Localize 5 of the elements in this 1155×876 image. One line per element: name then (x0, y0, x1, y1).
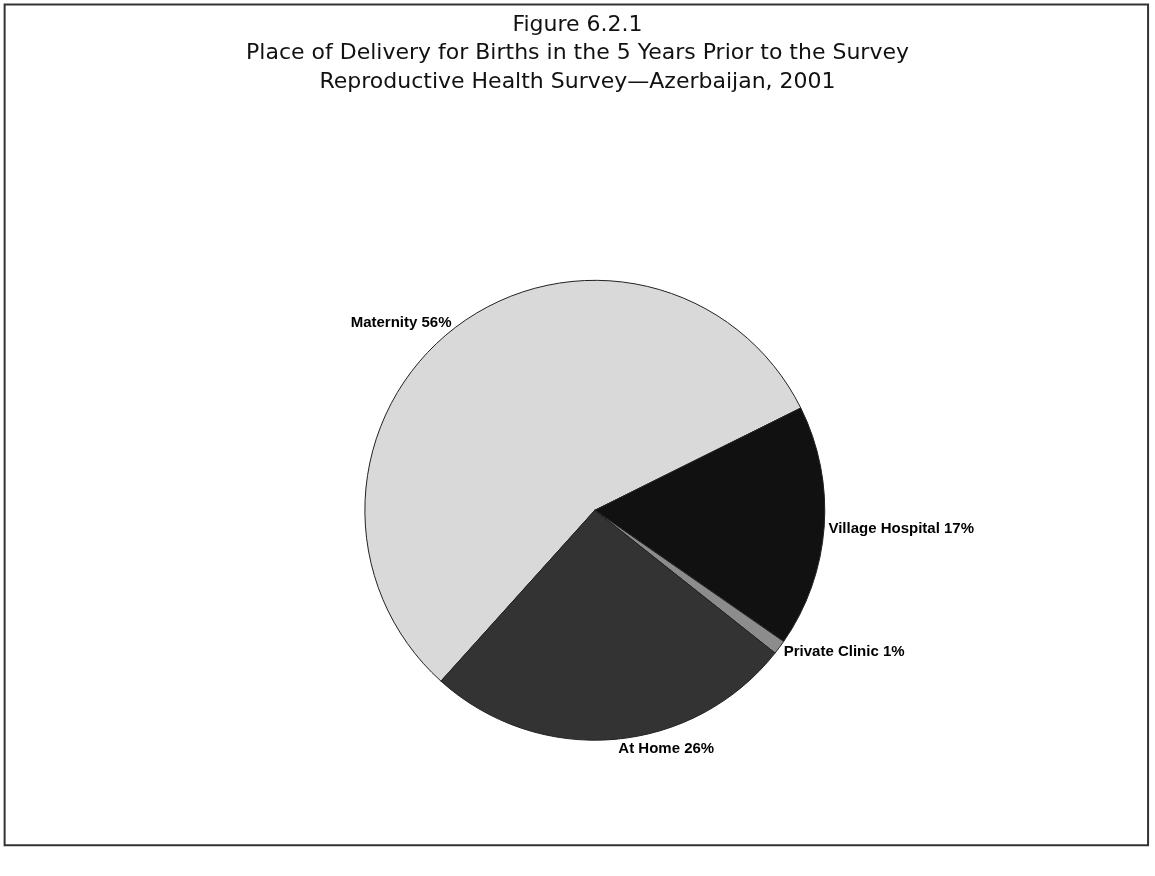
slice-label: Village Hospital 17% (828, 518, 975, 536)
slice-label: Private Clinic 1% (783, 641, 905, 659)
slice-label: At Home 26% (618, 739, 715, 757)
chart-title: Figure 6.2.1 Place of Delivery for Births in the 5 Years Prior to the Survey Reproductive Health Survey—Azerbaijan, 2001 (246, 10, 909, 93)
slice-label: Maternity 56% (350, 313, 452, 331)
